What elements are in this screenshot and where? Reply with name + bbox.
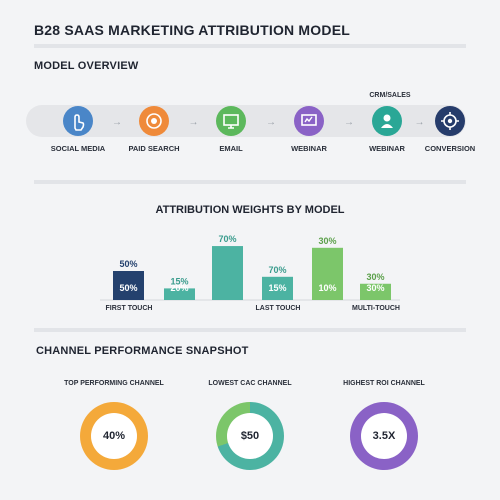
chart-bar [212, 246, 243, 300]
kpi-donut: 3.5X [350, 402, 418, 470]
kpi-donut: 40% [80, 402, 148, 470]
category-label-first-touch: FIRST TOUCH [105, 305, 153, 312]
snapshot-title: CHANNEL PERFORMANCE SNAPSHOT [36, 345, 249, 357]
presentation-icon [294, 106, 324, 136]
category-label-last-touch: LAST TOUCH [255, 305, 301, 312]
overview-step: EMAIL [191, 104, 271, 153]
chart-bar [312, 247, 343, 300]
overview-step-label: CONVERSION [424, 144, 476, 153]
chart-divider [34, 328, 466, 332]
bar-top-label: 50% [119, 259, 137, 269]
kpi-donut: $50 [216, 402, 284, 470]
kpi-value: 3.5X [361, 413, 407, 459]
bar-inner-label: 30% [366, 283, 384, 293]
overview-step: PAID SEARCH [114, 104, 194, 153]
kpi-label: LOWEST CAC CHANNEL [208, 380, 292, 387]
kpi-lowest-cac: LOWEST CAC CHANNEL $50 [180, 380, 320, 470]
bar-top-label: 70% [218, 234, 236, 244]
kpi-value: $50 [227, 413, 273, 459]
bar-inner-label: 10% [318, 283, 336, 293]
arrow-right-icon: → [112, 117, 122, 128]
target-icon [139, 106, 169, 136]
overview-title: MODEL OVERVIEW [34, 60, 139, 72]
kpi-label: HIGHEST ROI CHANNEL [343, 380, 425, 387]
overview-step-label: EMAIL [219, 144, 243, 153]
overview-step-label: SOCIAL MEDIA [50, 144, 106, 153]
bar-inner-label: 15% [268, 283, 286, 293]
overview-step: CONVERSION [410, 104, 490, 153]
overview-step-label: WEBINAR [369, 144, 405, 153]
arrow-right-icon: → [266, 117, 276, 128]
chart-bar [262, 276, 293, 300]
kpi-label: TOP PERFORMING CHANNEL [64, 380, 164, 387]
chart-bar [113, 271, 144, 300]
category-label-multi-touch: MULTI-TOUCH [352, 305, 400, 312]
kpi-top-performing: TOP PERFORMING CHANNEL 40% [44, 380, 184, 470]
kpi-highest-roi: HIGHEST ROI CHANNEL 3.5X [314, 380, 454, 470]
bar-top-label: 30% [318, 236, 336, 246]
overview-step: SOCIAL MEDIA [38, 104, 118, 153]
chart-bar [360, 283, 391, 300]
arrow-right-icon: → [344, 117, 354, 128]
crm-sales-label: CRM/SALES [369, 92, 411, 99]
monitor-icon [216, 106, 246, 136]
overview-step: WEBINAR [269, 104, 349, 153]
kpi-value: 40% [91, 413, 137, 459]
overview-step-label: WEBINAR [291, 144, 327, 153]
bar-inner-label: 20% [170, 283, 188, 293]
user-icon [372, 106, 402, 136]
bar-top-label: 15% [170, 276, 188, 286]
page-title: B28 SAAS MARKETING ATTRIBUTION MODEL [34, 22, 350, 38]
title-divider [34, 44, 466, 48]
chart-title: ATTRIBUTION WEIGHTS BY MODEL [155, 204, 345, 216]
arrow-right-icon: → [414, 117, 425, 128]
overview-step: WEBINAR [347, 104, 427, 153]
bar-inner-label: 50% [119, 283, 137, 293]
overview-step-label: PAID SEARCH [128, 144, 180, 153]
hand-pointer-icon [63, 106, 93, 136]
chart-bar [164, 288, 195, 300]
bar-top-label: 70% [268, 265, 286, 275]
arrow-right-icon: → [188, 117, 199, 128]
bar-top-label: 30% [366, 272, 384, 282]
gear-target-icon [435, 106, 465, 136]
overview-divider [34, 180, 466, 184]
